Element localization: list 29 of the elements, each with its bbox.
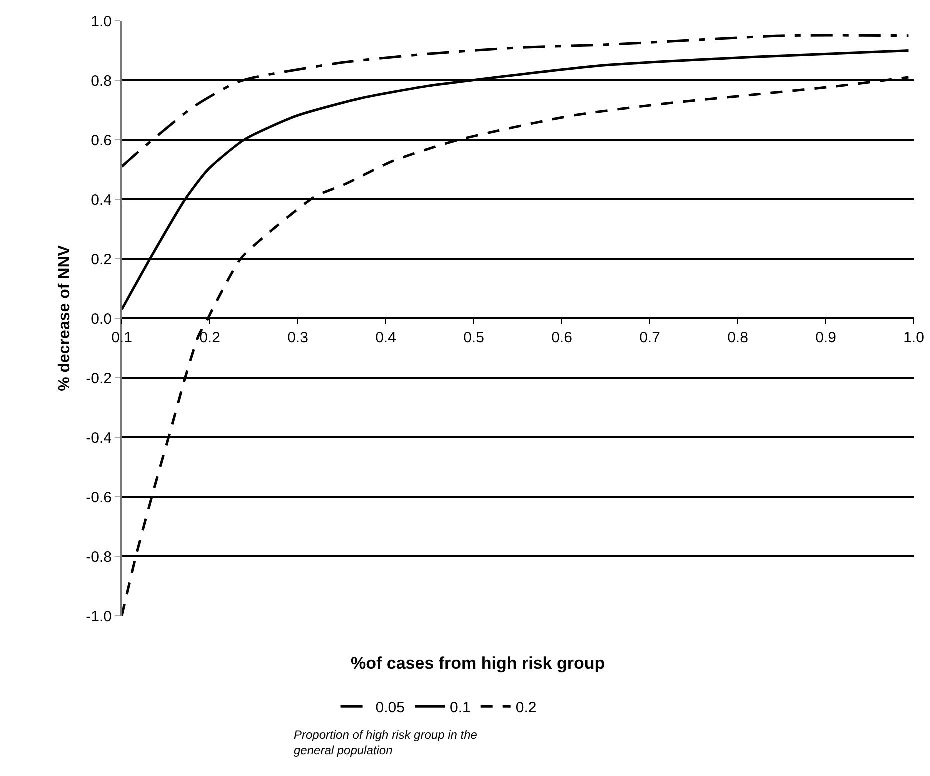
x-tick-label: 0.6 [552,330,572,346]
x-tick-label: 1.0 [904,330,924,346]
x-tick-label: 0.1 [112,330,132,346]
legend-label: 0.1 [450,699,471,716]
x-tick-label: 0.5 [464,330,484,346]
legend-title: Proportion of high risk group in the general population [294,728,478,758]
legend-label: 0.2 [516,699,537,716]
legend-label: 0.05 [376,699,406,716]
y-tick-label: -0.6 [86,489,112,506]
y-tick-label: 0.8 [91,72,112,90]
y-tick-label: 0.2 [91,251,112,268]
line-series [122,34,910,168]
x-tick-label: 0.8 [728,330,748,346]
y-axis-title: % decrease of NNV [56,245,74,392]
x-tick-label: 0.4 [376,330,396,346]
y-tick-label: -0.8 [86,548,112,566]
x-tick-label: 0.2 [200,330,220,346]
y-tick-label: 0.6 [91,132,112,150]
x-tick-label: 0.9 [816,330,836,346]
y-tick-label: -0.4 [86,430,112,447]
x-tick-label: 0.3 [288,330,308,346]
line-series [122,50,910,311]
y-tick-label: 0.4 [91,192,112,209]
y-tick-label: 1.0 [91,13,112,30]
x-tick-label: 0.7 [640,330,660,346]
y-tick-label: -0.2 [86,370,112,388]
y-tick-label: -1.0 [86,608,112,626]
y-tick-label: 0.0 [91,310,112,328]
x-axis-title: %of cases from high risk group [351,654,606,673]
